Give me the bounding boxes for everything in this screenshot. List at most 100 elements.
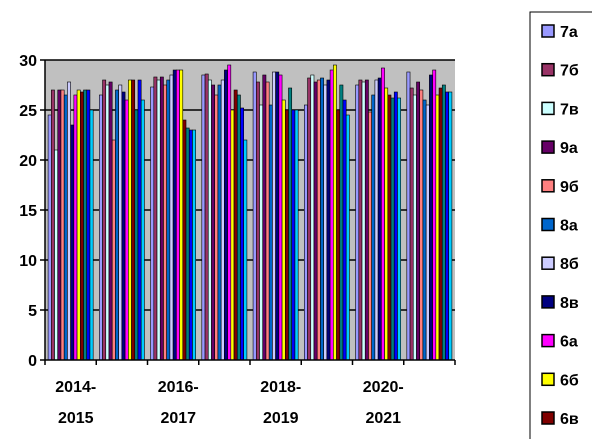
bar xyxy=(54,149,59,361)
legend-label: 6в xyxy=(560,411,579,428)
legend-swatch xyxy=(541,101,555,116)
bar xyxy=(137,79,142,361)
legend-label: 8б xyxy=(560,256,579,273)
y-tick-label: 15 xyxy=(19,203,37,220)
bar xyxy=(50,89,55,361)
bar xyxy=(108,81,113,361)
bar xyxy=(220,79,225,361)
bar xyxy=(243,139,248,361)
bar xyxy=(47,114,52,361)
bar xyxy=(416,81,421,361)
bar xyxy=(124,99,129,361)
bar xyxy=(307,77,312,361)
bar xyxy=(159,76,164,361)
legend-label: 8а xyxy=(560,218,578,235)
bar xyxy=(323,84,328,361)
bar xyxy=(310,74,315,361)
y-tick-label: 10 xyxy=(19,253,37,270)
bar xyxy=(294,109,299,361)
bar xyxy=(166,79,171,361)
bar xyxy=(259,104,264,361)
bar xyxy=(67,81,71,361)
y-tick-labels: 0 5 10 15 20 25 30 xyxy=(19,53,45,370)
bar xyxy=(111,139,116,361)
bar xyxy=(265,81,270,361)
bar xyxy=(390,97,395,361)
bar xyxy=(355,84,360,361)
bar xyxy=(214,94,219,361)
bar xyxy=(252,71,257,361)
x-tick-labels: 2014- 2015 2016- 2017 2018- 2019 2020- 2021 xyxy=(44,360,456,427)
legend-label: 6а xyxy=(560,334,578,351)
bar xyxy=(412,94,417,361)
bar xyxy=(272,71,276,361)
bar xyxy=(60,89,65,361)
bar xyxy=(262,74,267,361)
bar xyxy=(339,84,344,361)
bar xyxy=(438,87,443,361)
bar xyxy=(156,79,161,361)
bars xyxy=(47,64,453,361)
x-tick-label-line2: 2021 xyxy=(365,410,401,427)
bar xyxy=(201,74,206,361)
bar xyxy=(131,79,136,361)
bar xyxy=(63,94,68,361)
legend-swatch xyxy=(541,411,555,425)
bar xyxy=(57,89,62,361)
bar xyxy=(275,71,280,361)
bar xyxy=(118,84,123,361)
bar xyxy=(207,79,212,361)
bar xyxy=(105,84,110,361)
bar xyxy=(445,91,450,361)
bar xyxy=(86,89,91,361)
legend-swatch xyxy=(541,62,555,77)
bar xyxy=(342,99,347,361)
bar xyxy=(429,74,433,361)
bar xyxy=(230,109,235,361)
bar xyxy=(435,94,440,361)
bar xyxy=(281,99,286,361)
legend: 7а 7б 7в 9а 9б 8а 8б 8в 6а 6б 6в xyxy=(529,11,592,439)
legend-swatch xyxy=(541,24,555,38)
bar xyxy=(255,81,260,361)
bar xyxy=(182,119,187,361)
bar xyxy=(422,99,427,361)
legend-swatch xyxy=(541,333,555,348)
x-tick-label-line1: 2020- xyxy=(363,379,404,396)
bar xyxy=(236,94,241,361)
bar xyxy=(172,69,177,361)
bar xyxy=(278,74,283,361)
bar xyxy=(185,127,190,361)
bar xyxy=(336,109,341,361)
bar xyxy=(188,129,193,361)
y-tick-label: 5 xyxy=(28,303,37,320)
bar xyxy=(284,109,289,361)
bar xyxy=(368,111,372,361)
y-tick-label: 30 xyxy=(19,53,37,70)
bar xyxy=(169,74,174,361)
x-tick-label-line2: 2019 xyxy=(263,410,299,427)
bar xyxy=(83,89,88,361)
bar xyxy=(393,91,398,361)
bar xyxy=(448,91,453,361)
bar xyxy=(345,114,350,361)
bar xyxy=(70,124,75,361)
bar xyxy=(320,77,324,361)
bar xyxy=(288,87,293,361)
legend-swatch xyxy=(541,256,555,270)
bar xyxy=(364,79,369,361)
bar xyxy=(374,79,379,361)
bar xyxy=(313,81,318,361)
bar xyxy=(217,84,222,361)
x-tick-label-line1: 2014- xyxy=(55,379,96,396)
bar xyxy=(150,86,155,361)
bar xyxy=(361,81,366,361)
y-tick-label: 25 xyxy=(19,103,37,120)
bar xyxy=(102,79,107,361)
legend-box xyxy=(529,11,592,439)
legend-label: 9б xyxy=(560,179,579,196)
bar xyxy=(128,79,132,361)
bar xyxy=(99,94,103,361)
y-tick-label: 20 xyxy=(19,153,37,170)
